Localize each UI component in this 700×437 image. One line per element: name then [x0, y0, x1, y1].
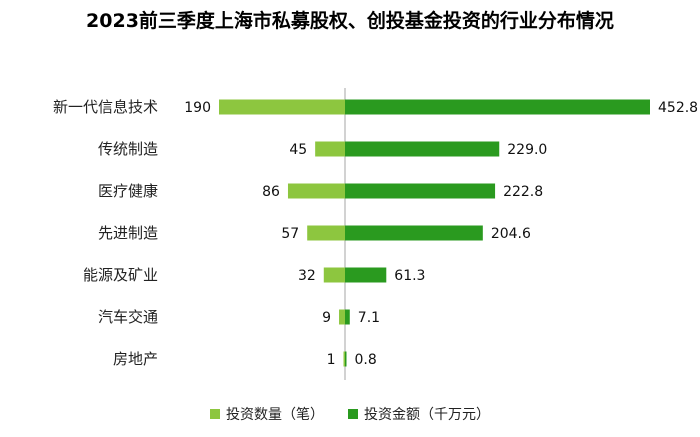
legend-swatch-amount [348, 409, 358, 419]
legend-label-count: 投资数量（笔） [226, 407, 324, 423]
category-label: 能源及矿业 [83, 266, 158, 284]
value-label-amount: 61.3 [394, 268, 425, 284]
value-label-amount: 229.0 [507, 142, 547, 158]
bar-amount [345, 99, 650, 115]
category-label: 传统制造 [98, 140, 158, 158]
category-label: 医疗健康 [98, 182, 158, 200]
legend: 投资数量（笔） 投资金额（千万元） [0, 404, 700, 424]
bar-count [307, 225, 345, 241]
legend-item-count: 投资数量（笔） [210, 404, 324, 424]
value-label-count: 32 [298, 268, 316, 284]
value-label-count: 190 [184, 100, 211, 116]
bar-amount [345, 183, 496, 199]
category-label: 汽车交通 [98, 308, 158, 326]
value-label-count: 9 [322, 310, 331, 326]
chart-title: 2023前三季度上海市私募股权、创投基金投资的行业分布情况 [86, 10, 614, 32]
bar-count [287, 183, 345, 199]
category-label: 房地产 [113, 350, 158, 368]
legend-item-amount: 投资金额（千万元） [348, 404, 490, 424]
legend-swatch-count [210, 409, 220, 419]
bar-amount [345, 141, 500, 157]
bar-amount [345, 309, 350, 325]
bar-amount [345, 351, 347, 367]
category-label: 先进制造 [98, 224, 158, 242]
bar-count [315, 141, 345, 157]
bar-count [219, 99, 345, 115]
value-label-amount: 7.1 [358, 310, 380, 326]
category-label: 新一代信息技术 [53, 98, 158, 116]
value-label-count: 1 [327, 352, 336, 368]
bar-count [339, 309, 345, 325]
value-label-count: 57 [281, 226, 299, 242]
value-label-count: 45 [289, 142, 307, 158]
bar-count [343, 351, 345, 367]
value-label-amount: 204.6 [491, 226, 531, 242]
bar-count [323, 267, 345, 283]
value-label-count: 86 [262, 184, 280, 200]
legend-label-amount: 投资金额（千万元） [364, 407, 490, 423]
value-label-amount: 0.8 [355, 352, 377, 368]
value-label-amount: 452.8 [658, 100, 698, 116]
bar-amount [345, 267, 387, 283]
value-label-amount: 222.8 [503, 184, 543, 200]
bar-amount [345, 225, 483, 241]
